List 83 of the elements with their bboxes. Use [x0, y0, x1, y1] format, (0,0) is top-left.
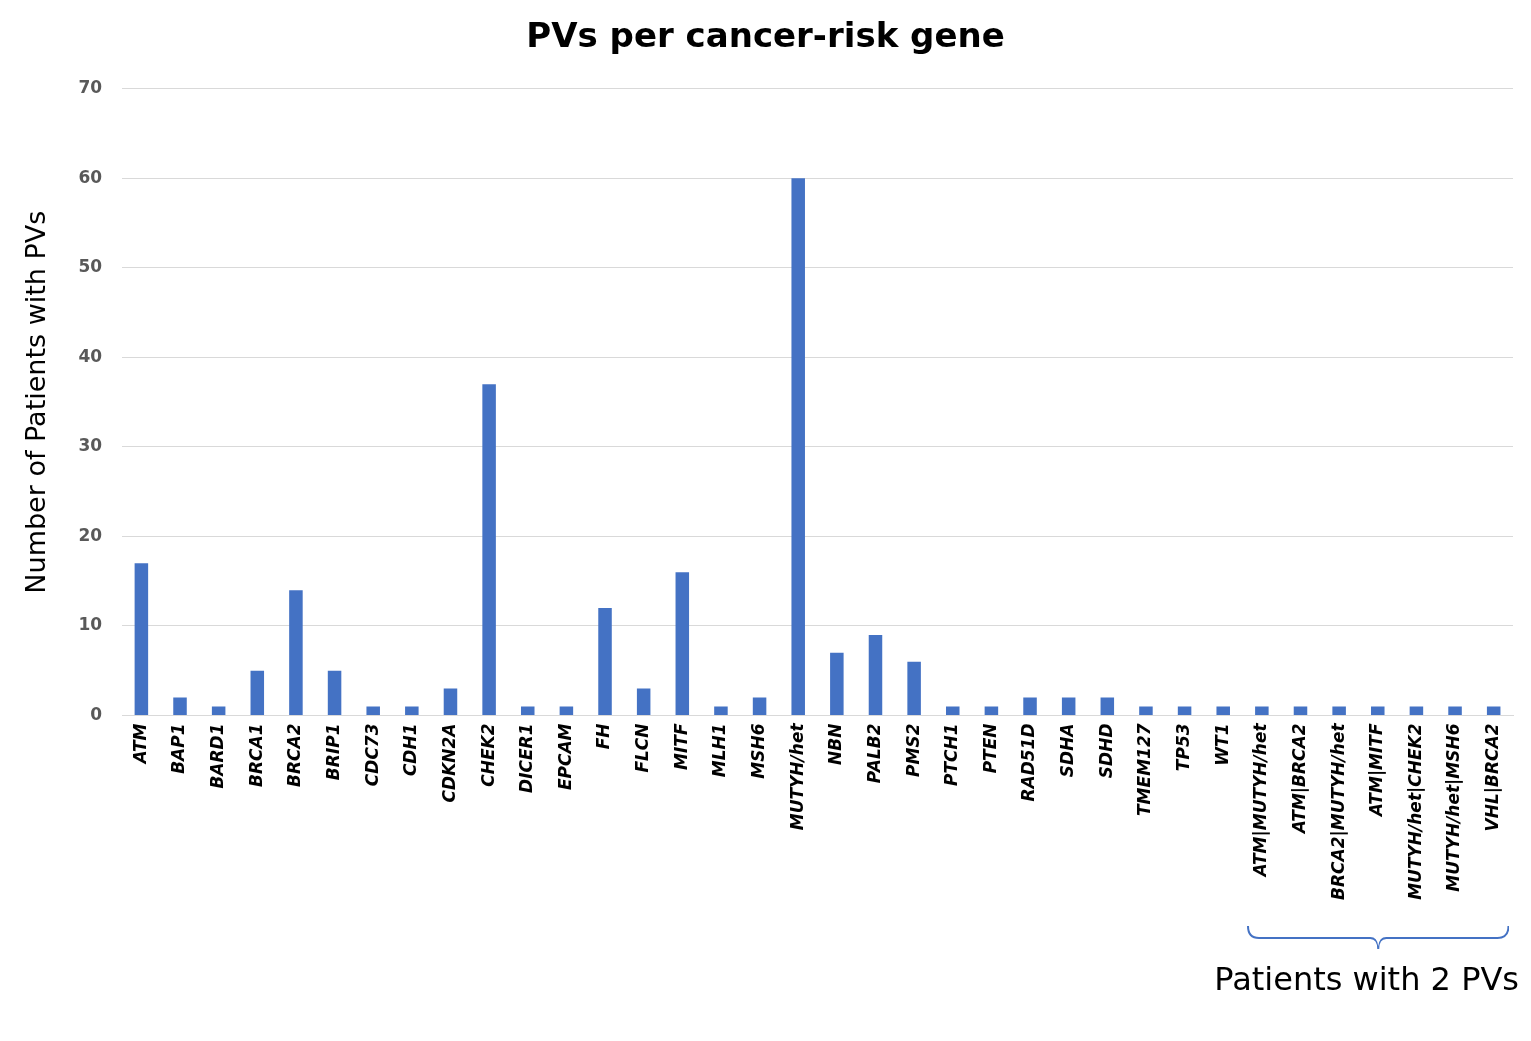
- x-tick-label: MLH1: [709, 723, 730, 778]
- x-tick-label: ATM|MITF: [1366, 723, 1387, 819]
- y-tick-label: 60: [78, 166, 103, 187]
- bar: [405, 706, 419, 715]
- x-tick-label: WT1: [1211, 723, 1232, 766]
- x-tick-label: TP53: [1173, 723, 1193, 772]
- x-tick-label: ATM|BRCA2: [1288, 723, 1309, 836]
- x-tick-label: CDC73: [361, 723, 382, 787]
- bar: [907, 661, 921, 715]
- bar: [598, 608, 612, 715]
- y-tick-label: 10: [78, 614, 103, 635]
- bar: [443, 688, 458, 715]
- x-tick-label: BRCA1: [245, 723, 266, 787]
- bar: [791, 178, 805, 715]
- x-tick-label: VHL|BRCA2: [1482, 723, 1503, 832]
- x-tick-label: NBN: [825, 723, 846, 765]
- bar: [327, 670, 342, 715]
- bar: [984, 706, 999, 715]
- bar: [675, 572, 690, 715]
- x-tick-label: PTEN: [979, 723, 1000, 774]
- bar: [366, 706, 380, 715]
- text: Patients with 2 PVs: [1214, 960, 1519, 998]
- x-tick-label: MITF: [670, 723, 691, 770]
- bar: [250, 670, 265, 715]
- bar: [482, 384, 496, 715]
- x-tick-label: PMS2: [902, 723, 923, 777]
- bar: [1293, 706, 1308, 715]
- bar: [1371, 706, 1385, 715]
- x-tick-label: BRIP1: [322, 723, 343, 781]
- bar: [289, 590, 303, 715]
- bar: [520, 706, 535, 715]
- bar: [752, 697, 767, 715]
- bar: [1177, 706, 1192, 715]
- bar: [1409, 706, 1424, 715]
- x-tick-label: MUTYH/het|MSH6: [1443, 723, 1464, 892]
- x-tick-label: BAP1: [168, 723, 189, 774]
- bar: [868, 634, 883, 715]
- bar: [559, 706, 574, 715]
- x-tick-label: ATM|MUTYH/het: [1250, 722, 1271, 879]
- x-tick-label: EPCAM: [554, 723, 575, 791]
- bar: [134, 563, 149, 715]
- x-tick-label: PALB2: [863, 723, 884, 784]
- bar: [211, 706, 226, 715]
- x-tick-label: BARD1: [207, 723, 228, 789]
- bar: [1139, 706, 1153, 715]
- x-tick-label: BRCA2|MUTYH/het: [1327, 722, 1348, 901]
- bar: [1061, 697, 1076, 715]
- bar: [1255, 706, 1269, 715]
- y-tick-label: 20: [78, 524, 103, 545]
- bar: [1448, 706, 1462, 715]
- x-tick-label: ATM: [129, 723, 150, 766]
- bar: [1486, 706, 1501, 715]
- x-tick-label: SDHA: [1057, 723, 1078, 778]
- bar: [1023, 697, 1037, 715]
- x-tick-label: MSH6: [747, 723, 768, 779]
- x-tick-label: CHEK2: [477, 723, 498, 787]
- y-tick-label: 30: [78, 435, 103, 456]
- y-axis-title: Number of Patients with PVs: [20, 210, 52, 594]
- bar: [636, 688, 651, 715]
- y-tick-label: 0: [90, 703, 103, 724]
- x-tick-label: MUTYH/het: [786, 722, 807, 831]
- bar: [1216, 706, 1230, 715]
- x-tick-label: FH: [593, 723, 614, 750]
- bar: [1332, 706, 1346, 715]
- x-tick-label: CDKN2A: [438, 723, 459, 803]
- x-tick-label: TMEM127: [1134, 723, 1155, 816]
- x-tick-label: PTCH1: [941, 723, 962, 787]
- x-tick-label: MUTYH/het|CHEK2: [1404, 723, 1425, 900]
- x-tick-label: RAD51D: [1018, 723, 1039, 802]
- chart-title: PVs per cancer-risk gene: [526, 15, 1005, 56]
- x-tick-label: DICER1: [516, 723, 537, 793]
- y-tick-label: 70: [78, 77, 103, 98]
- bar: [830, 652, 844, 715]
- x-tick-label: CDH1: [400, 723, 421, 777]
- x-tick-label: SDHD: [1095, 723, 1116, 779]
- bar: [1100, 697, 1115, 715]
- x-tick-label: FLCN: [632, 723, 653, 773]
- bar: [946, 706, 960, 715]
- x-tick-label: BRCA2: [284, 723, 305, 787]
- y-tick-label: 50: [78, 256, 103, 277]
- y-tick-label: 40: [78, 345, 103, 366]
- bar: [714, 706, 728, 715]
- bar: [173, 697, 187, 715]
